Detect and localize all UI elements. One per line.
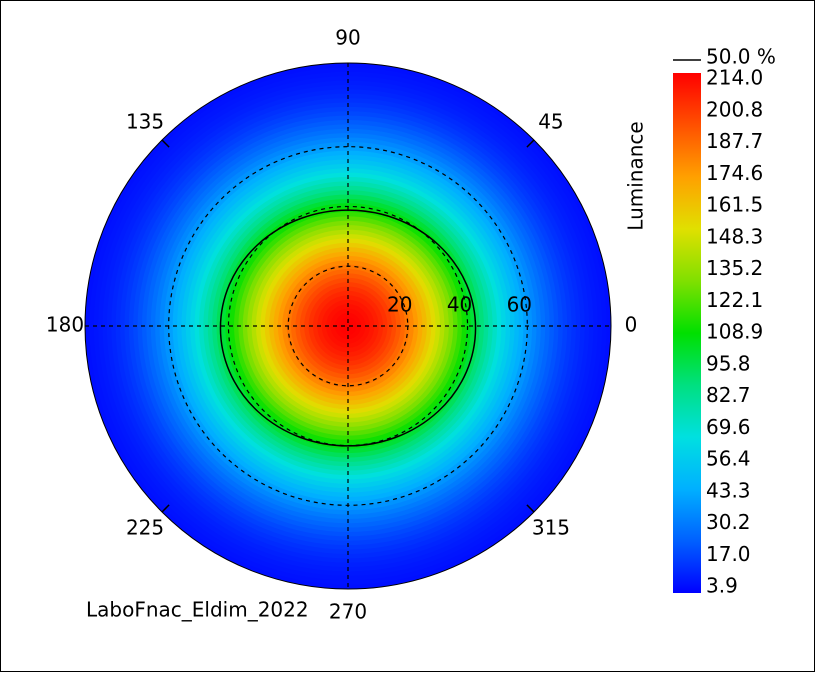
contour-layer	[219, 209, 477, 447]
angle-tick-label: 45	[538, 110, 563, 134]
angle-tick-label: 0	[625, 313, 638, 337]
footer-label: LaboFnac_Eldim_2022	[86, 598, 309, 622]
angle-tick-label: 135	[126, 110, 164, 134]
colorbar-tick-label: 187.7	[706, 129, 763, 153]
colorbar-title: Luminance	[624, 121, 648, 230]
colorbar-tick-label: 17.0	[706, 542, 751, 566]
colorbar-tick-label: 43.3	[706, 478, 751, 502]
rim-tick	[526, 139, 535, 148]
colorbar-tick-label: 30.2	[706, 510, 751, 534]
colorbar-tick-label: 95.8	[706, 351, 751, 375]
radial-tick-label: 60	[507, 293, 532, 317]
axis-labels: 90 45 0 315 270 225 180 135 20 40 60 LaboFnac_Eldim…	[46, 26, 637, 624]
radial-tick-label: 40	[447, 293, 472, 317]
colorbar-tick-label: 69.6	[706, 415, 751, 439]
colorbar-gradient	[673, 73, 701, 593]
rim-tick	[161, 139, 170, 148]
rim-tick	[526, 504, 535, 513]
colorbar-tick-label: 56.4	[706, 447, 751, 471]
colorbar-tick-label: 148.3	[706, 224, 763, 248]
colorbar-tick-label: 3.9	[706, 574, 738, 598]
heatmap-layer	[85, 63, 611, 589]
colorbar-tick-label: 82.7	[706, 383, 751, 407]
angle-tick-label: 270	[329, 600, 367, 624]
colorbar-tick-label: 135.2	[706, 256, 763, 280]
contour-legend-label: 50.0 %	[706, 45, 776, 69]
colorbar: 214.0 200.8 187.7 174.6 161.5 148.3 135.2 122.1…	[624, 45, 776, 598]
heat-ring	[343, 321, 353, 331]
colorbar-tick-label: 214.0	[706, 66, 763, 90]
radial-tick-label: 20	[387, 293, 412, 317]
angle-tick-label: 90	[335, 26, 360, 50]
colorbar-tick-label: 161.5	[706, 193, 763, 217]
colorbar-tick-label: 174.6	[706, 161, 763, 185]
rim-tick	[161, 504, 170, 513]
colorbar-tick-label: 200.8	[706, 97, 763, 121]
angle-tick-label: 225	[126, 515, 164, 539]
colorbar-tick-label: 122.1	[706, 288, 763, 312]
contour-line	[219, 209, 477, 447]
colorbar-tick-label: 108.9	[706, 320, 763, 344]
angle-tick-label: 180	[46, 313, 84, 337]
angle-tick-label: 315	[532, 515, 570, 539]
